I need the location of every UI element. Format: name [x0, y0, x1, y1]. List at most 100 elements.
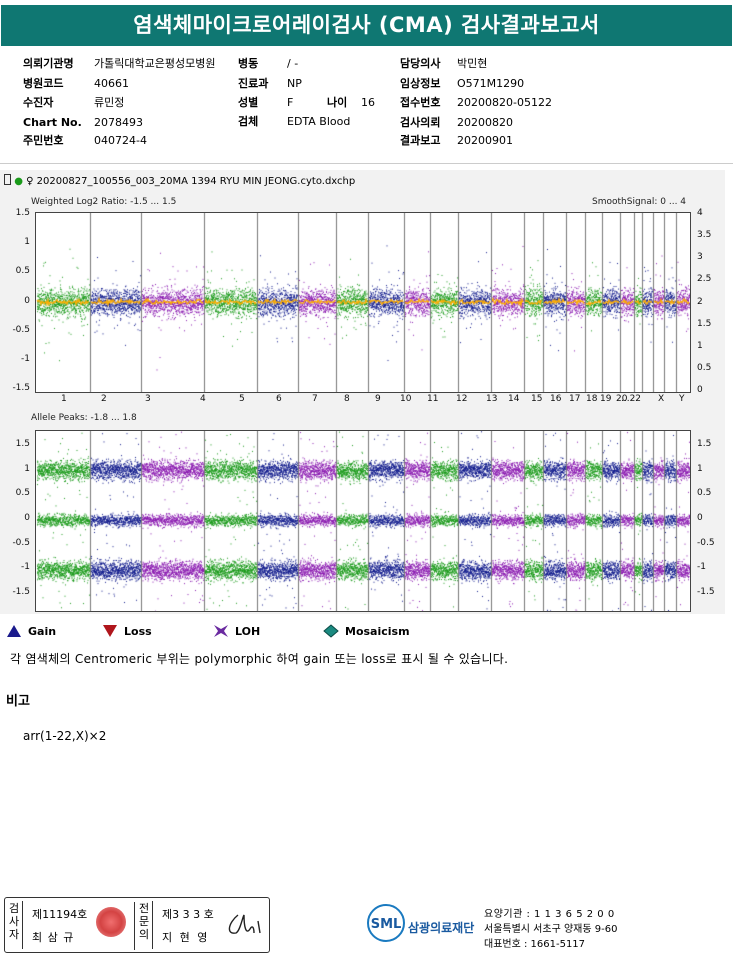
clinical-label: 임상정보: [400, 77, 441, 90]
allele-peaks-plot: [35, 430, 691, 612]
top-right-axis-tick: 0.5: [697, 362, 712, 373]
chromosome-label: 16: [550, 394, 562, 404]
triangle-up-icon: [7, 625, 21, 637]
bottom-right-axis-tick: -1.5: [697, 587, 715, 597]
ward-value: / -: [287, 57, 299, 70]
sml-logo-icon: SML: [367, 904, 405, 942]
chromosome-label: 20: [616, 394, 628, 404]
chromosome-label: 17: [569, 394, 581, 404]
clinical-value: O571M1290: [457, 77, 525, 90]
doctor-value: 박민현: [457, 57, 488, 70]
chromosome-label: 12: [456, 394, 468, 404]
institution-label: 의뢰기관명: [23, 57, 74, 70]
top-plot-title: Weighted Log2 Ratio: -1.5 ... 1.5: [31, 197, 177, 207]
divider: [22, 901, 23, 949]
legend-loh-label: LOH: [235, 624, 261, 638]
chromosome-label: 6: [276, 394, 282, 404]
top-left-axis-tick: 0: [24, 295, 30, 306]
report-date-label: 결과보고: [400, 134, 441, 147]
file-name: 20200827_100556_003_20MA 1394 RYU MIN JE…: [36, 176, 356, 187]
ward-label: 병동: [238, 57, 259, 70]
bottom-left-axis-tick: -1: [21, 562, 30, 573]
allele-peaks-canvas: [36, 431, 690, 611]
chromosome-label: ...22: [621, 394, 642, 404]
legend-gain-label: Gain: [28, 624, 57, 638]
bottom-right-axis-tick: -0.5: [697, 537, 715, 548]
log2-ratio-plot: [35, 212, 691, 393]
legend-mosaicism: Mosaicism: [323, 624, 410, 638]
doctor-name: 지 현 영: [162, 931, 210, 944]
doctor-title-label: 전문의: [138, 902, 150, 941]
top-left-axis-tick: -1.5: [12, 383, 30, 393]
request-label: 검사의뢰: [400, 116, 441, 129]
chromosome-label: Y: [679, 394, 685, 404]
specimen-value: EDTA Blood: [287, 115, 351, 128]
sex-icon: ♀: [26, 176, 34, 187]
bottom-left-axis-tick: -0.5: [12, 537, 30, 548]
bottom-left-axis-tick: -1.5: [12, 587, 30, 597]
doctor-label: 담당의사: [400, 57, 441, 70]
signature-icon: [228, 914, 261, 934]
chromosome-label: 18: [586, 394, 598, 404]
top-left-axis-tick: 0.5: [15, 266, 30, 277]
legend-loss: Loss: [102, 624, 152, 638]
chromosome-label: 15: [531, 394, 543, 404]
phone: 대표번호 : 1661-5117: [484, 939, 586, 950]
institution-value: 가톨릭대학교은평성모병원: [94, 57, 216, 70]
divider: [0, 163, 733, 164]
chromosome-label: 5: [239, 394, 245, 404]
collector-label: 수진자: [23, 96, 54, 109]
battery-icon: [4, 174, 11, 185]
chromosome-label: 9: [375, 394, 381, 404]
logo-text: SML: [371, 917, 402, 932]
diamond-icon: [323, 624, 339, 638]
doctor-number: 제3 3 3 호: [162, 908, 214, 921]
address: 서울특별시 서초구 양재동 9-60: [484, 924, 618, 935]
hospital-code-value: 40661: [94, 77, 129, 90]
examiner-label: 검사자: [8, 902, 20, 941]
bottom-left-axis-tick: 0: [24, 513, 30, 523]
sex-value: F: [287, 96, 294, 109]
top-left-axis-tick: 1.5: [15, 208, 30, 218]
signature-box: [4, 897, 270, 953]
chromosome-label: 7: [312, 394, 318, 404]
top-left-axis-tick: 1: [24, 237, 30, 248]
legend-loss-label: Loss: [124, 624, 152, 638]
loh-icon: [214, 625, 228, 637]
status-drop-icon: ●: [14, 176, 23, 187]
chromosome-label: 10: [400, 394, 412, 404]
chromosome-label: 14: [508, 394, 520, 404]
examiner-number: 제11194호: [32, 908, 88, 921]
chromosome-label: 13: [486, 394, 498, 404]
top-right-axis-tick: 4: [697, 208, 703, 218]
specimen-label: 검체: [238, 115, 259, 128]
chart-label: Chart No.: [23, 116, 82, 129]
report-title: 염색체마이크로어레이검사 (CMA) 검사결과보고서: [1, 5, 732, 46]
dept-label: 진료과: [238, 77, 269, 90]
top-plot-right-title: SmoothSignal: 0 ... 4: [592, 197, 687, 207]
bottom-plot-title: Allele Peaks: -1.8 ... 1.8: [31, 413, 137, 423]
top-left-axis-tick: -1: [21, 353, 30, 364]
top-right-axis-tick: 3.5: [697, 230, 712, 241]
file-bar: ● ♀ 20200827_100556_003_20MA 1394 RYU MI…: [4, 174, 355, 187]
log2-ratio-canvas: [36, 213, 690, 392]
report-date-value: 20200901: [457, 134, 513, 147]
legend-gain: Gain: [6, 624, 56, 638]
top-right-axis-tick: 0: [697, 385, 703, 395]
centromeric-note: 각 염색체의 Centromeric 부위는 polymorphic 하여 ga…: [10, 652, 509, 666]
top-left-axis-tick: -0.5: [12, 324, 30, 335]
hospital-code-label: 병원코드: [23, 77, 64, 90]
legend-loh: LOH: [213, 624, 260, 638]
id-value: 040724-4: [94, 134, 147, 147]
remarks-title: 비고: [6, 694, 30, 709]
chromosome-label: 2: [101, 394, 107, 404]
id-label: 주민번호: [23, 134, 64, 147]
bottom-right-axis-tick: 1: [697, 463, 703, 474]
receipt-value: 20200820-05122: [457, 96, 552, 109]
chromosome-label: 8: [344, 394, 350, 404]
bottom-left-axis-tick: 1.5: [15, 439, 30, 449]
dept-value: NP: [287, 77, 302, 90]
care-number: 요양기관 : 1 1 3 6 5 2 0 0: [484, 909, 615, 920]
age-value: 16: [361, 96, 375, 109]
chart-value: 2078493: [94, 116, 143, 129]
